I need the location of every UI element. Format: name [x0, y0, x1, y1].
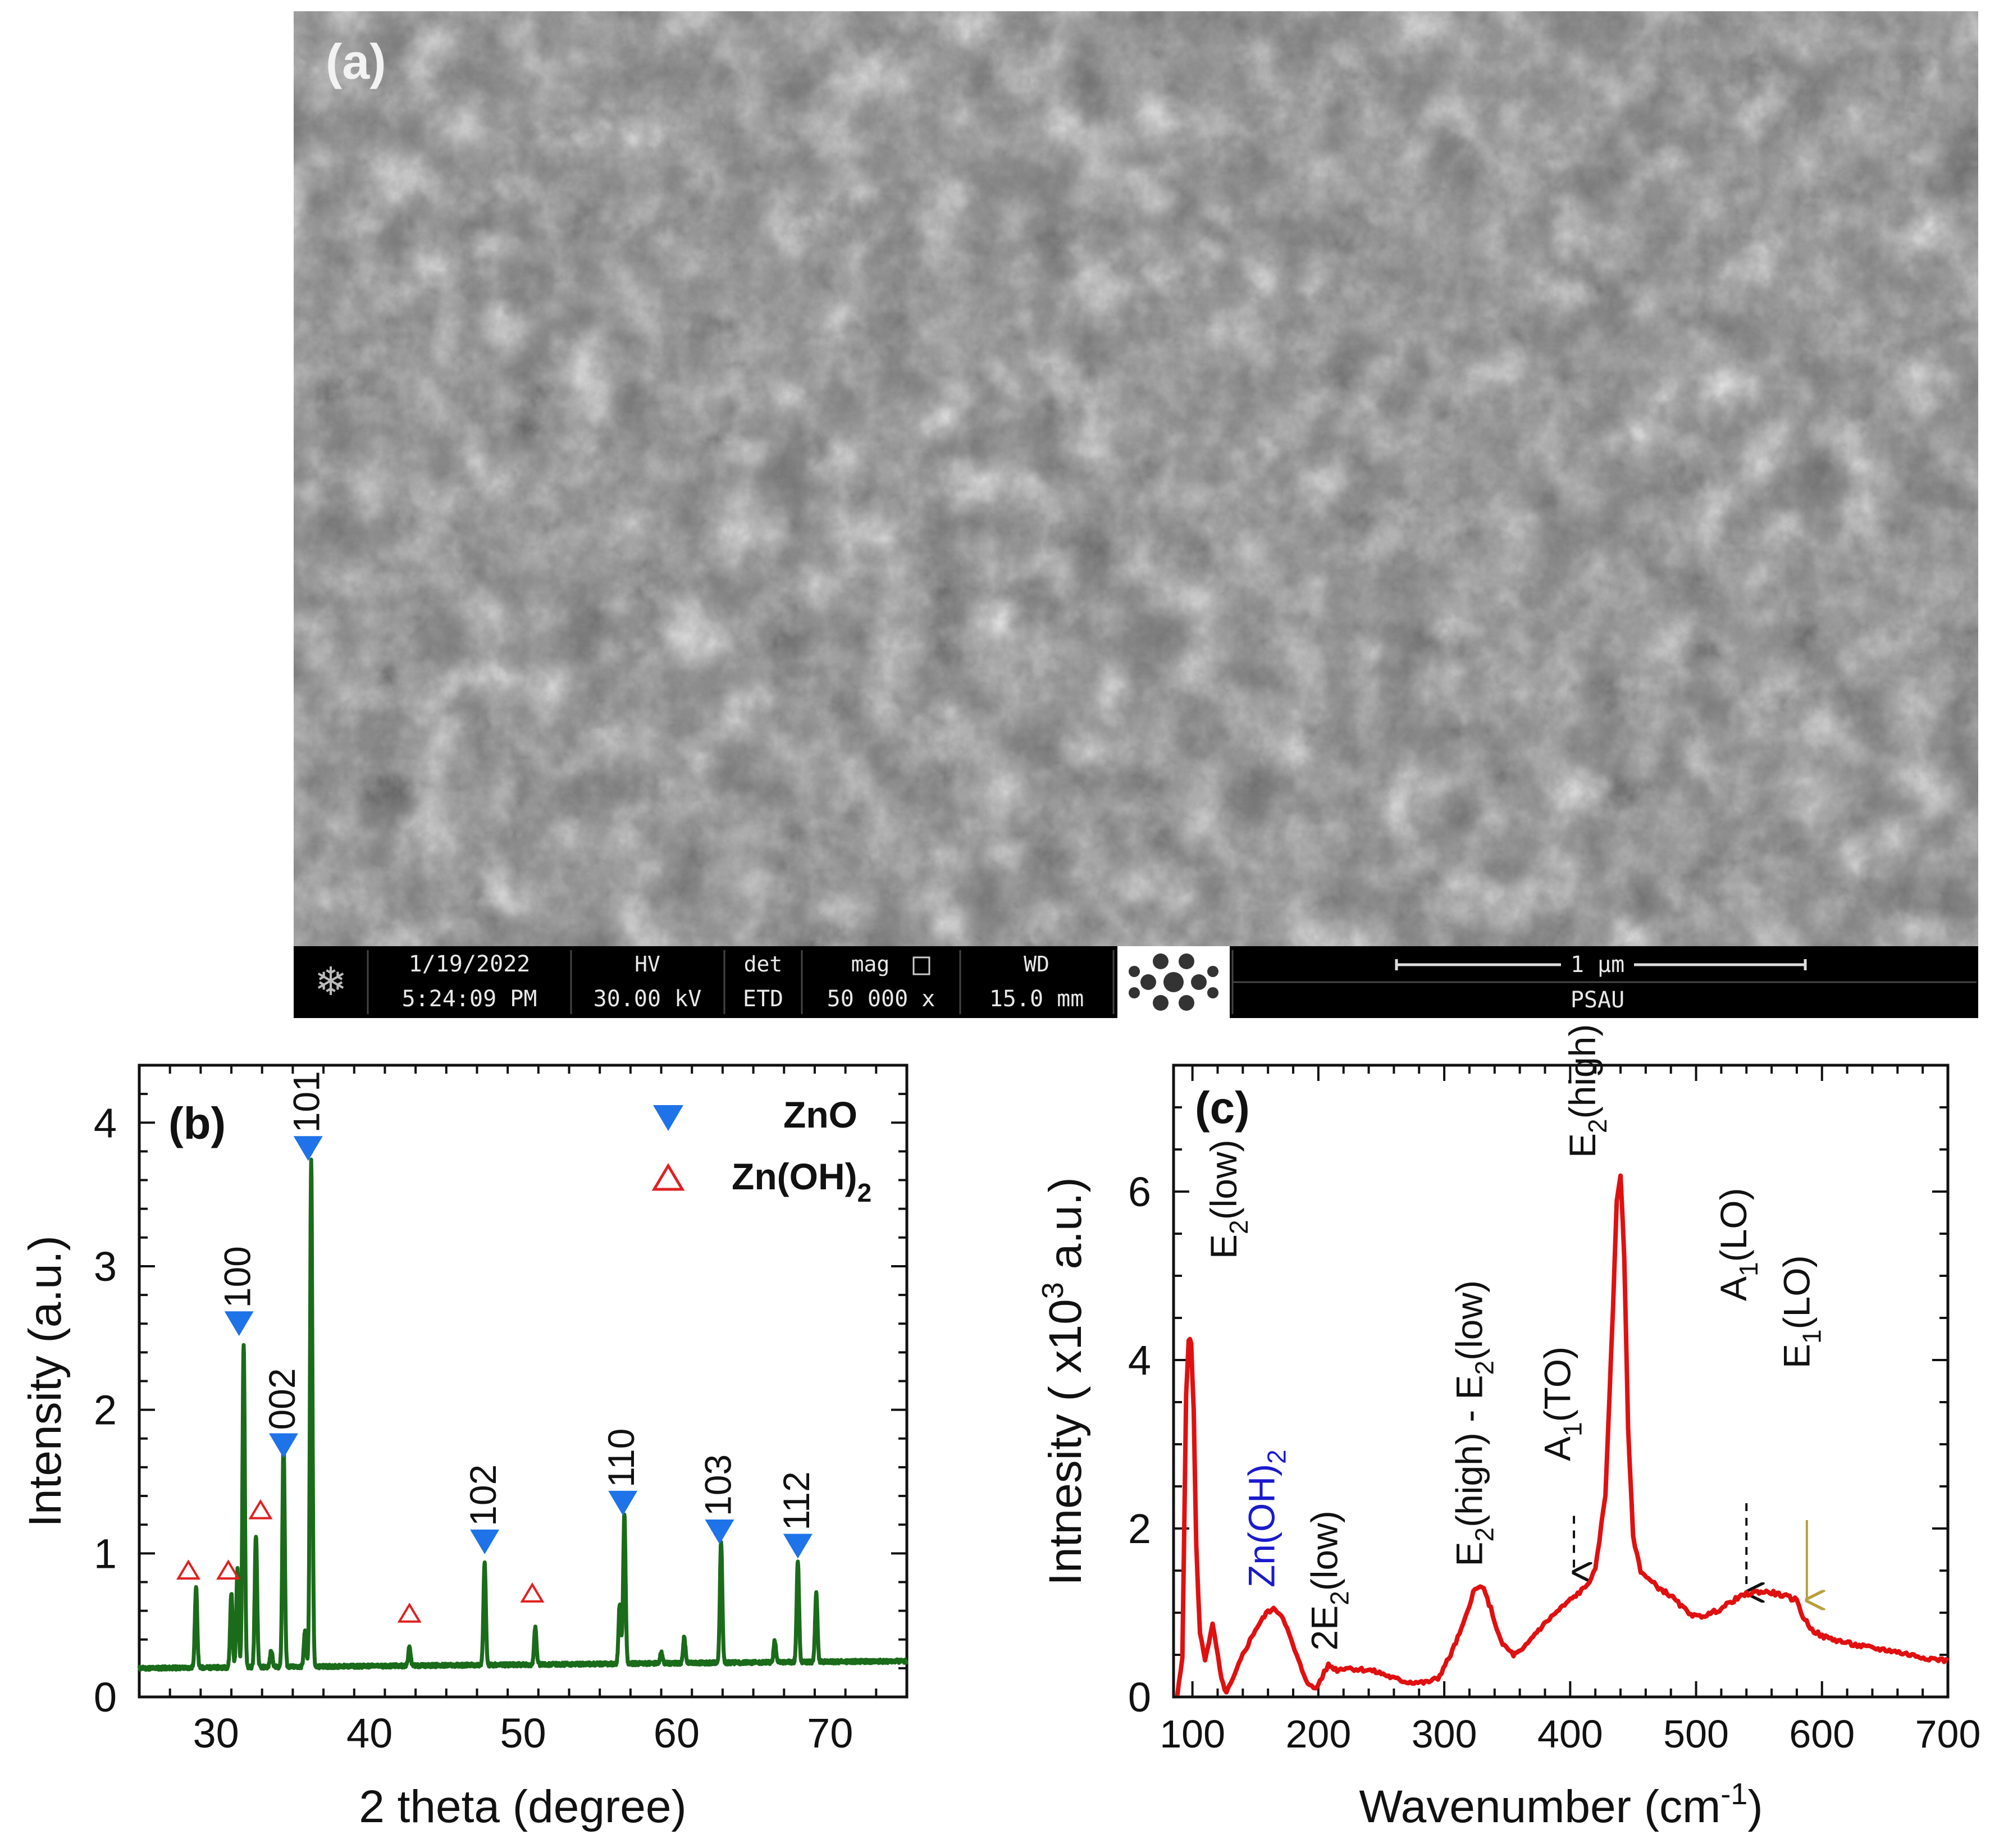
raman-mode-label: A1(LO) [1713, 1188, 1763, 1301]
raman-line [1175, 1173, 1950, 1696]
x-tick-label: 400 [1537, 1712, 1603, 1756]
sem-texture-fine [294, 11, 1978, 946]
x-tick-label: 300 [1412, 1712, 1477, 1756]
legend-znoh-marker-icon [651, 1163, 685, 1191]
x-tick-label: 500 [1663, 1712, 1729, 1756]
y-tick-label: 3 [94, 1243, 117, 1290]
raman-mode-label: Zn(OH)2 [1240, 1449, 1291, 1587]
sem-scale-bar [1395, 955, 1807, 975]
zno-peak-label: 101 [286, 1071, 327, 1133]
sem-mag-box-icon [912, 956, 930, 975]
raman-mode-label: 2E2(low) [1303, 1511, 1354, 1650]
sem-wd-value: 15.0 mm [989, 986, 1084, 1012]
legend-znoh-label: Zn(OH)2 [732, 1156, 871, 1207]
zno-peak-label: 100 [217, 1246, 258, 1308]
zno-peak-marker [268, 1433, 298, 1458]
sem-snowflake-icon: ❄ [314, 960, 348, 1003]
xrd-ticks: 30 40 50 60 70 0 1 2 3 4 [94, 1064, 908, 1756]
y-tick-label: 6 [1128, 1169, 1151, 1215]
raman-series [1175, 1173, 1950, 1696]
legend-zno-label: ZnO [783, 1094, 857, 1135]
legend-zno-marker-icon [653, 1105, 683, 1131]
panel-label-b: (b) [168, 1098, 226, 1148]
znoh-peak-marker [216, 1559, 241, 1580]
xrd-y-axis-label: Intensity (a.u.) [20, 1235, 71, 1527]
x-tick-label: 600 [1789, 1712, 1855, 1756]
raman-mode-label: E2(high) - E2(low) [1448, 1280, 1499, 1567]
y-tick-label: 4 [94, 1099, 117, 1146]
znoh-peak-marker [176, 1559, 201, 1580]
sem-panel: (a) ❄ 1/19/2022 5:24:09 PM HV 30.00 kV d… [294, 11, 1978, 1018]
y-tick-label: 2 [94, 1387, 117, 1434]
panel-label-c: (c) [1195, 1083, 1250, 1133]
raman-y-axis-label: Intnesity ( x103 a.u.) [1036, 1177, 1091, 1585]
x-tick-label: 700 [1915, 1712, 1981, 1756]
panel-label-a: (a) [326, 34, 386, 89]
raman-mode-label: E2(high) [1562, 1024, 1612, 1158]
zno-peak-marker [470, 1529, 500, 1554]
sem-wd-label: WD [1024, 952, 1049, 977]
sem-det-label: det [744, 952, 783, 977]
znoh-peak-marker [248, 1499, 273, 1520]
x-tick-label: 40 [346, 1710, 392, 1756]
zno-peak-marker [705, 1519, 734, 1544]
raman-mode-label: A1(TO) [1536, 1347, 1587, 1461]
zno-peak-marker [608, 1490, 638, 1516]
sem-bar-dividers [367, 950, 1977, 1014]
y-tick-label: 0 [1128, 1674, 1151, 1721]
zno-peak-label: 112 [775, 1471, 817, 1530]
x-tick-label: 50 [500, 1710, 546, 1756]
x-tick-label: 200 [1285, 1712, 1351, 1756]
xrd-x-axis-label: 2 theta (degree) [359, 1781, 687, 1832]
zno-peak-label: 102 [462, 1464, 504, 1526]
sem-hv-value: 30.00 kV [594, 986, 702, 1012]
x-tick-label: 60 [654, 1710, 700, 1756]
x-tick-label: 100 [1160, 1712, 1225, 1756]
zno-peak-marker [224, 1311, 254, 1336]
xrd-series [137, 1157, 909, 1672]
zno-peak-label: 002 [261, 1368, 303, 1430]
xrd-line [137, 1157, 909, 1672]
sem-time: 5:24:09 PM [402, 986, 537, 1012]
raman-x-axis-label: Wavenumber (cm-1) [1359, 1777, 1763, 1832]
raman-ticks: 100 200 300 400 500 600 700 0 2 4 6 [1128, 1065, 1981, 1756]
raman-mode-label: E2(low) [1203, 1139, 1253, 1259]
y-tick-label: 0 [94, 1674, 117, 1721]
raman-plot-frame [1172, 1064, 1950, 1699]
zno-peak-marker [783, 1534, 813, 1559]
xrd-markers: 100 002 101 102 110 103 112 [176, 1071, 817, 1623]
raman-chart: 100 200 300 400 500 600 700 0 2 4 6 E2(low) Zn(OH)2… [1036, 1024, 1980, 1832]
zno-peak-label: 103 [697, 1454, 738, 1516]
sem-institution: PSAU [1571, 987, 1624, 1013]
sem-mag-label: mag [851, 952, 890, 977]
xrd-legend: ZnO Zn(OH)2 [651, 1094, 871, 1207]
sem-det-value: ETD [743, 986, 783, 1012]
y-tick-label: 2 [1128, 1505, 1151, 1552]
sem-mag-value: 50 000 x [827, 986, 935, 1012]
znoh-peak-marker [397, 1602, 422, 1623]
y-tick-label: 1 [94, 1530, 117, 1577]
xrd-chart: 30 40 50 60 70 0 1 2 3 4 100 002 101 102 110 103 112 (b… [20, 1064, 909, 1832]
x-tick-label: 70 [807, 1710, 853, 1756]
y-tick-label: 4 [1128, 1337, 1151, 1384]
znoh-peak-marker [520, 1582, 545, 1603]
x-tick-label: 30 [193, 1710, 239, 1756]
sem-logo-icon [1117, 946, 1230, 1018]
sem-hv-label: HV [635, 952, 660, 977]
raman-mode-label: E1(LO) [1776, 1255, 1826, 1368]
sem-date: 1/19/2022 [409, 951, 531, 977]
sem-scale-label: 1 μm [1571, 952, 1624, 978]
raman-arrows [1574, 1503, 1807, 1600]
zno-peak-marker [293, 1136, 323, 1161]
zno-peak-label: 110 [600, 1429, 642, 1487]
